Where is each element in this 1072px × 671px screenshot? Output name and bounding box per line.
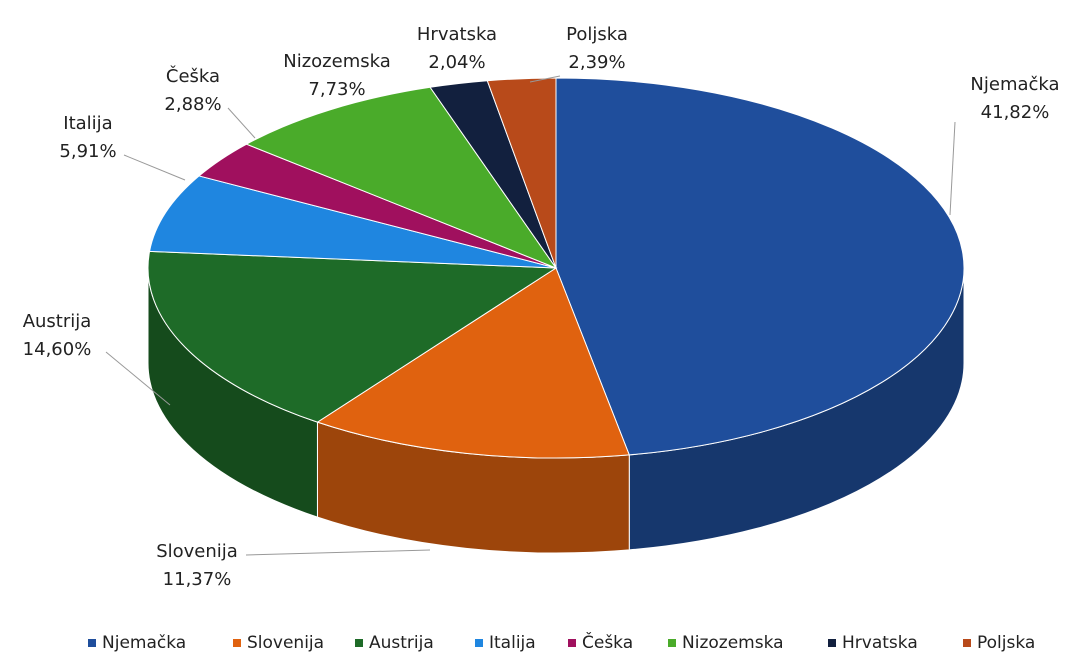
data-label-value: 41,82% [981, 102, 1050, 123]
legend-label: Italija [489, 633, 536, 653]
pie-tops [147, 77, 965, 459]
legend-swatch [233, 639, 241, 647]
data-label-value: 14,60% [23, 339, 92, 360]
leader-line [949, 121, 956, 216]
pie-slice [147, 250, 558, 423]
legend-label: Poljska [977, 633, 1035, 653]
pie-slice [148, 175, 557, 269]
pie-slice [245, 86, 558, 270]
data-label-value: 11,37% [163, 569, 232, 590]
data-label-value: 2,88% [164, 94, 221, 115]
legend-label: Češka [582, 631, 633, 653]
leader-line [105, 351, 171, 406]
leader-line [529, 75, 561, 83]
data-label-name: Njemačka [970, 74, 1059, 95]
leader-line [123, 154, 186, 181]
legend-label: Hrvatska [842, 633, 918, 653]
pie-slice [316, 267, 630, 459]
legend-swatch [475, 639, 483, 647]
leader-line [245, 549, 431, 556]
data-label-name: Slovenija [156, 541, 238, 562]
legend-label: Nizozemska [682, 633, 784, 653]
data-label-name: Italija [63, 113, 112, 134]
pie-slice [486, 77, 557, 269]
data-label-name: Poljska [566, 24, 628, 45]
data-labels: Njemačka 41,82% Slovenija 11,37% Austrija 14,… [23, 24, 1060, 590]
data-label-value: 2,39% [568, 52, 625, 73]
data-label-value: 2,04% [428, 52, 485, 73]
legend-swatch [568, 639, 576, 647]
legend-swatch [828, 639, 836, 647]
legend-swatch [88, 639, 96, 647]
legend-swatch [668, 639, 676, 647]
legend-label: Slovenija [247, 633, 324, 653]
legend-swatch [963, 639, 971, 647]
data-label-name: Austrija [23, 311, 92, 332]
data-label-name: Nizozemska [283, 51, 391, 72]
legend-label: Austrija [369, 633, 434, 653]
data-label-value: 5,91% [59, 141, 116, 162]
legend-swatch [355, 639, 363, 647]
data-label-name: Hrvatska [417, 24, 497, 45]
data-label-value: 7,73% [308, 79, 365, 100]
legend: Njemačka Slovenija Austrija Italija Češka Niz… [88, 631, 1035, 653]
pie-slice [555, 77, 965, 456]
legend-label: Njemačka [102, 633, 186, 653]
data-label-name: Češka [166, 65, 220, 87]
leader-line [227, 107, 256, 139]
leader-lines [105, 75, 956, 556]
